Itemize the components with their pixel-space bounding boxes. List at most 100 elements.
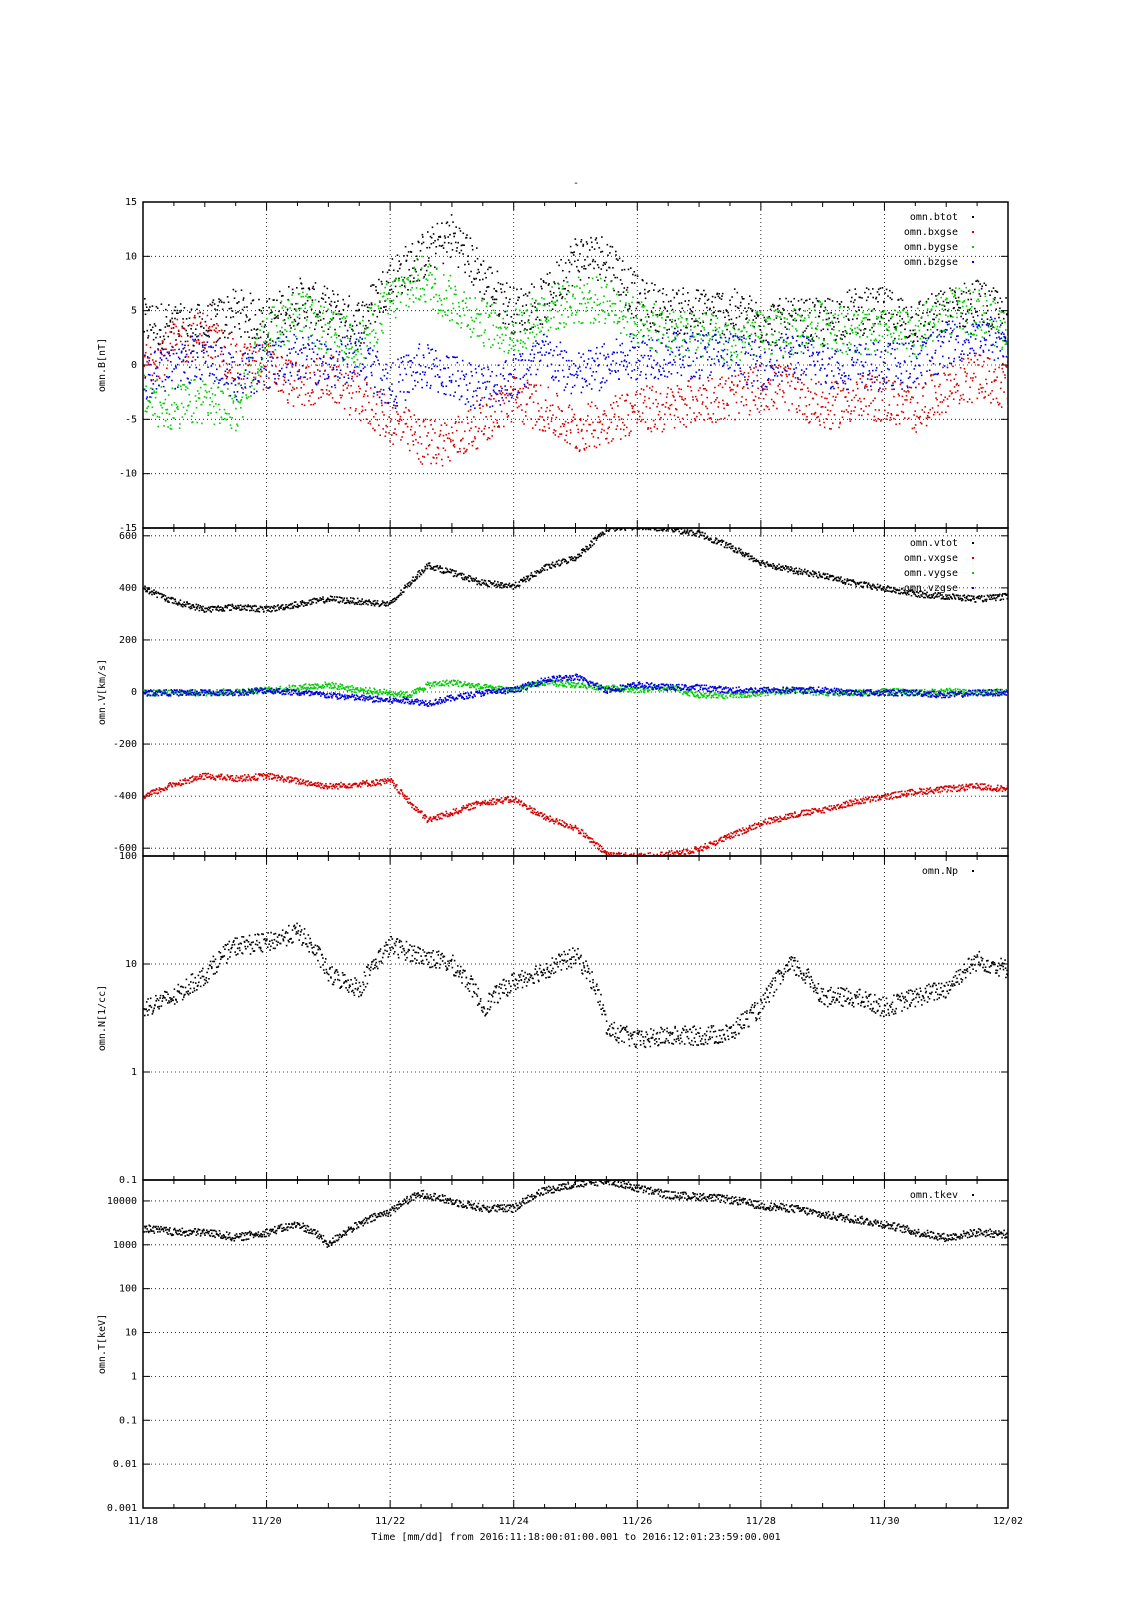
data-point xyxy=(955,384,958,386)
data-point xyxy=(753,315,756,317)
data-point xyxy=(608,314,611,317)
data-point xyxy=(690,329,692,331)
data-point xyxy=(818,315,821,318)
data-point xyxy=(744,341,746,344)
data-point xyxy=(819,311,821,314)
data-point xyxy=(356,324,358,327)
data-point xyxy=(839,305,842,308)
data-point xyxy=(926,311,928,314)
data-point xyxy=(156,307,159,309)
data-point xyxy=(821,391,824,394)
data-point xyxy=(189,336,192,339)
data-point xyxy=(218,301,221,303)
data-point xyxy=(435,457,438,459)
data-point xyxy=(842,331,844,333)
data-point xyxy=(543,419,545,422)
data-point xyxy=(433,358,435,361)
data-point xyxy=(629,335,631,338)
data-point xyxy=(711,295,714,298)
data-point xyxy=(574,297,576,300)
data-point xyxy=(385,309,387,311)
data-point xyxy=(188,404,190,407)
data-point xyxy=(837,314,840,317)
data-point xyxy=(328,376,330,378)
data-point xyxy=(162,402,164,405)
data-point xyxy=(483,298,485,300)
data-point xyxy=(482,278,484,281)
data-point xyxy=(539,351,541,353)
data-point xyxy=(151,388,154,390)
data-point xyxy=(478,427,480,430)
data-point xyxy=(455,421,457,423)
data-point xyxy=(873,415,876,418)
data-point xyxy=(313,374,316,376)
data-point xyxy=(477,313,480,315)
data-point xyxy=(726,364,729,367)
data-point xyxy=(666,346,669,348)
data-point xyxy=(563,349,566,352)
data-point xyxy=(613,289,615,292)
data-point xyxy=(847,306,849,308)
data-point xyxy=(417,240,419,243)
data-point xyxy=(810,334,813,336)
data-point xyxy=(718,297,721,299)
data-point xyxy=(525,386,527,388)
data-point xyxy=(228,413,230,415)
data-point xyxy=(225,377,228,380)
data-point xyxy=(604,322,606,325)
data-point xyxy=(253,376,255,379)
data-point xyxy=(565,359,568,362)
data-point xyxy=(847,391,850,394)
data-point xyxy=(468,429,471,432)
data-point xyxy=(294,341,296,344)
data-point xyxy=(160,404,162,407)
data-point xyxy=(422,420,425,423)
data-point xyxy=(698,317,701,320)
data-point xyxy=(672,394,674,397)
data-point xyxy=(329,357,332,359)
data-point xyxy=(377,338,379,341)
data-point xyxy=(687,292,689,294)
data-point xyxy=(165,308,167,311)
data-point xyxy=(493,391,496,393)
data-point xyxy=(221,390,224,393)
series-omn-bzgse xyxy=(143,313,1008,409)
data-point xyxy=(312,403,315,406)
data-point xyxy=(779,346,782,349)
data-point xyxy=(489,393,491,395)
data-point xyxy=(388,293,390,295)
data-point xyxy=(789,368,792,370)
data-point xyxy=(296,316,299,318)
data-point xyxy=(956,390,959,392)
data-point xyxy=(166,412,168,414)
data-point xyxy=(167,325,170,327)
data-point xyxy=(972,316,975,318)
data-point xyxy=(665,319,667,321)
data-point xyxy=(664,327,666,329)
data-point xyxy=(196,390,199,392)
data-point xyxy=(478,271,480,273)
data-point xyxy=(485,305,488,308)
data-point xyxy=(500,291,503,294)
data-point xyxy=(264,340,267,342)
data-point xyxy=(918,417,920,419)
data-point xyxy=(510,347,513,350)
data-point xyxy=(377,359,379,362)
data-point xyxy=(385,280,388,283)
data-point xyxy=(817,300,820,303)
data-point xyxy=(735,323,737,326)
data-point xyxy=(401,292,403,294)
data-point xyxy=(413,357,416,359)
data-point xyxy=(983,321,985,324)
data-point xyxy=(269,338,272,340)
data-point xyxy=(348,295,351,297)
data-point xyxy=(752,371,754,374)
data-point xyxy=(923,411,926,413)
data-point xyxy=(949,300,951,303)
data-point xyxy=(933,323,936,326)
data-point xyxy=(843,410,845,413)
data-point xyxy=(495,290,498,293)
data-point xyxy=(583,449,586,451)
data-point xyxy=(797,300,800,302)
data-point xyxy=(739,359,741,361)
